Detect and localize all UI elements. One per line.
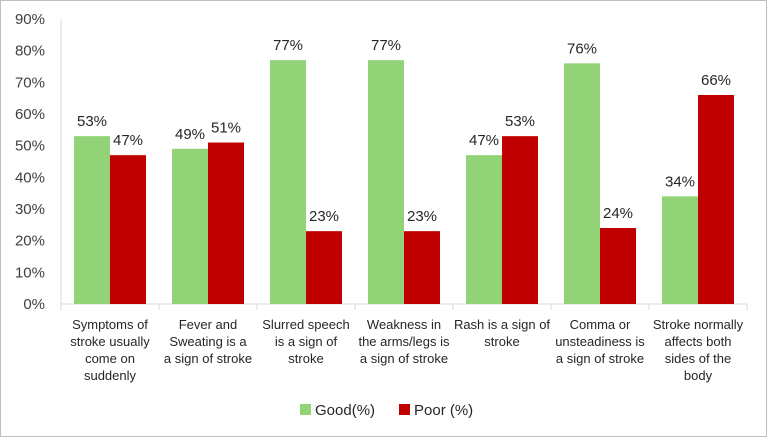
bar-good	[172, 148, 208, 304]
category-label-line: is a sign of	[275, 334, 338, 349]
category-label-line: Slurred speech	[262, 317, 349, 332]
category-label-line: suddenly	[84, 368, 137, 383]
bar-good	[466, 155, 502, 304]
category-label-line: unsteadiness is	[555, 334, 645, 349]
data-label-poor: 53%	[505, 113, 535, 130]
category-label-line: Fever and	[179, 317, 238, 332]
bar-poor	[404, 231, 440, 304]
category-label: Fever and Sweating is a a sign of stroke	[164, 317, 252, 366]
y-tick-label: 20%	[15, 233, 45, 250]
bar-poor	[698, 95, 734, 304]
legend: Good(%) Poor (%)	[300, 402, 473, 419]
data-label-poor: 24%	[603, 205, 633, 222]
category-label: Rash is a sign of stroke	[454, 317, 550, 349]
category-label-line: sides of the	[665, 351, 732, 366]
bar-good	[564, 63, 600, 305]
category-label-line: stroke	[484, 334, 519, 349]
bar-poor	[502, 136, 538, 304]
data-label-poor: 66%	[701, 72, 731, 89]
category-label-line: Weakness in	[367, 317, 441, 332]
category-label-line: a sign of stroke	[556, 351, 644, 366]
bar-poor	[208, 142, 244, 304]
category-label-line: stroke usually	[70, 334, 150, 349]
category-label: Weakness in the arms/legs is a sign of str…	[358, 317, 450, 366]
data-label-good: 77%	[273, 37, 303, 54]
category-label: Slurred speech is a sign of stroke	[262, 317, 349, 366]
data-label-poor: 23%	[407, 208, 437, 225]
category-label-line: stroke	[288, 351, 323, 366]
data-label-poor: 47%	[113, 132, 143, 149]
category-label-line: Symptoms of	[72, 317, 148, 332]
category-label: Symptoms of stroke usually come on suddenly	[70, 317, 150, 383]
y-tick-label: 40%	[15, 169, 45, 186]
category-label-line: Stroke normally	[653, 317, 744, 332]
legend-swatch-poor	[399, 404, 410, 415]
y-tick-label: 10%	[15, 264, 45, 281]
legend-label-poor: Poor (%)	[414, 402, 473, 419]
y-tick-label: 0%	[23, 296, 45, 313]
bar-good	[662, 196, 698, 304]
category-labels: Symptoms of stroke usually come on suddenly…	[70, 317, 743, 383]
data-label-good: 34%	[665, 173, 695, 190]
y-tick-label: 30%	[15, 201, 45, 218]
legend-swatch-good	[300, 404, 311, 415]
y-tick-label: 60%	[15, 106, 45, 123]
category-label-line: Sweating is a	[169, 334, 247, 349]
data-label-good: 76%	[567, 40, 597, 57]
y-tick-label: 70%	[15, 74, 45, 91]
data-label-poor: 51%	[211, 120, 241, 137]
category-label-line: a sign of stroke	[360, 351, 448, 366]
data-label-good: 47%	[469, 132, 499, 149]
category-label: Comma or unsteadiness is a sign of stroke	[555, 317, 645, 366]
data-label-good: 53%	[77, 113, 107, 130]
category-label-line: Rash is a sign of	[454, 317, 550, 332]
category-label-line: the arms/legs is	[358, 334, 450, 349]
category-label-line: a sign of stroke	[164, 351, 252, 366]
y-tick-label: 50%	[15, 138, 45, 155]
y-tick-label: 90%	[15, 11, 45, 28]
category-label: Stroke normally affects both sides of the b…	[653, 317, 744, 383]
category-label-line: body	[684, 368, 713, 383]
bar-poor	[306, 231, 342, 304]
data-label-good: 49%	[175, 126, 205, 143]
bar-good	[368, 60, 404, 304]
data-label-poor: 23%	[309, 208, 339, 225]
bar-poor	[600, 228, 636, 304]
data-labels: 53% 49% 77% 77% 47% 76% 34% 47% 51% 23% 23% 53% 24% 6…	[77, 37, 731, 225]
category-label-line: affects both	[665, 334, 732, 349]
category-label-line: Comma or	[570, 317, 631, 332]
bar-poor	[110, 155, 146, 304]
y-tick-label: 80%	[15, 43, 45, 60]
bar-good	[74, 136, 110, 304]
category-label-line: come on	[85, 351, 135, 366]
bar-good	[270, 60, 306, 304]
bars	[74, 60, 734, 305]
data-label-good: 77%	[371, 37, 401, 54]
legend-label-good: Good(%)	[315, 402, 375, 419]
